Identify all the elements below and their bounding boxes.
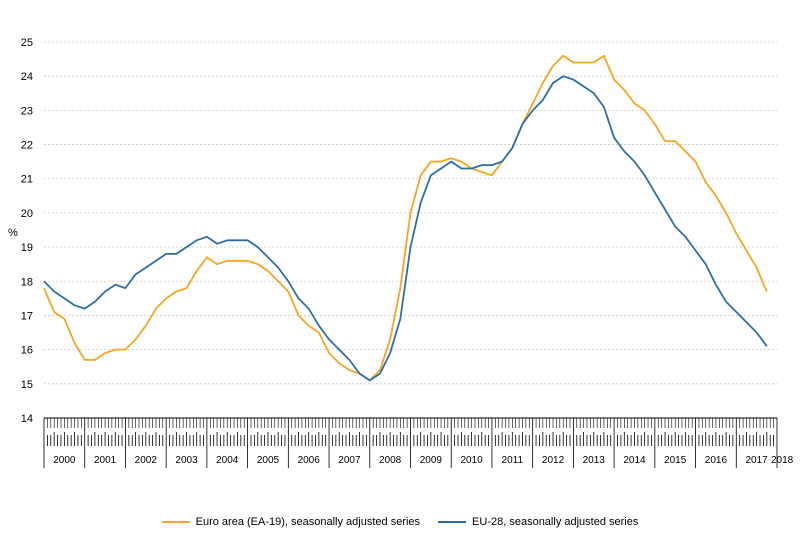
year-label: 2000: [53, 455, 76, 466]
legend-label-euro-area: Euro area (EA-19), seasonally adjusted s…: [195, 516, 421, 528]
year-label: 2003: [175, 455, 198, 466]
year-label: 2009: [420, 455, 443, 466]
y-tick-label: 24: [21, 71, 33, 83]
y-tick-label: 15: [21, 379, 33, 391]
y-tick-label: 25: [21, 37, 33, 49]
year-label: 2001: [94, 455, 117, 466]
year-label: 2011: [502, 455, 524, 466]
legend: Euro area (EA-19), seasonally adjusted s…: [0, 512, 800, 532]
y-tick-label: 21: [21, 174, 33, 186]
year-label: 2015: [664, 455, 687, 466]
year-label: 2013: [583, 455, 606, 466]
year-label: 2005: [257, 455, 280, 466]
y-tick-label: 16: [21, 345, 33, 357]
year-label: 2004: [216, 455, 239, 466]
year-label: 2007: [338, 455, 361, 466]
y-tick-label: 20: [21, 208, 33, 220]
legend-label-eu28: EU-28, seasonally adjusted series: [472, 516, 639, 528]
year-label: 2017: [746, 455, 769, 466]
year-label: 2002: [135, 455, 158, 466]
y-tick-label: 18: [21, 276, 33, 288]
legend-item-euro-area: Euro area (EA-19), seasonally adjusted s…: [161, 516, 421, 528]
series-lines: [43, 54, 768, 382]
year-label: 2006: [298, 455, 321, 466]
legend-swatch-eu28: [438, 521, 467, 523]
y-axis-label: %: [8, 227, 18, 239]
year-label: 2014: [623, 455, 646, 466]
y-tick-label: 17: [21, 310, 33, 322]
year-label: 2008: [379, 455, 402, 466]
y-axis: % 14 15 16 17 18 19 20 21 22 23 24 25: [8, 37, 33, 425]
year-label: 2018: [771, 455, 794, 466]
legend-item-eu28: EU-28, seasonally adjusted series: [438, 516, 638, 528]
year-label: 2012: [542, 455, 565, 466]
year-label: 2010: [460, 455, 483, 466]
series-line-eu28: [43, 75, 768, 382]
y-tick-label: 22: [21, 140, 33, 152]
y-tick-label: 19: [21, 242, 33, 254]
legend-swatch-euro-area: [161, 521, 190, 523]
y-tick-label: 23: [21, 105, 33, 117]
x-axis: 2000 2001 2002 2003 2004 2005 2006 2007 2008 2009…: [43, 417, 794, 468]
series-line-euro-area: [43, 54, 768, 382]
year-label: 2016: [705, 455, 728, 466]
y-tick-label: 14: [21, 413, 33, 425]
